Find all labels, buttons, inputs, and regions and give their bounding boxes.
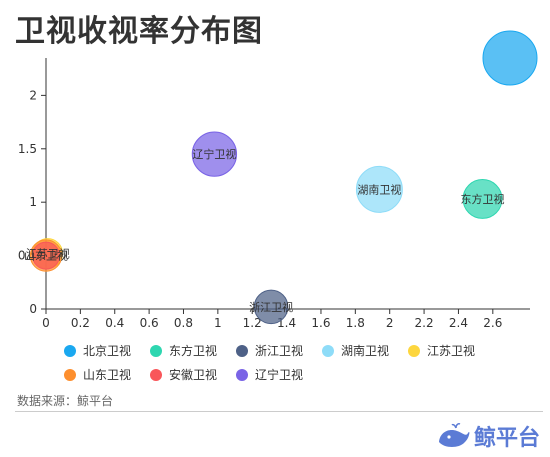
legend-dot xyxy=(150,368,162,381)
x-tick-label: 0.6 xyxy=(140,316,159,330)
x-tick-label: 2 xyxy=(386,316,394,330)
bubble-label: 东方卫视 xyxy=(461,192,505,206)
bubble-point xyxy=(482,30,538,86)
brand-name: 鲸平台 xyxy=(473,426,540,451)
x-tick-label: 1.8 xyxy=(346,316,365,330)
bubble-label: 辽宁卫视 xyxy=(192,147,236,161)
brand-logo: 鲸平台 xyxy=(437,420,540,452)
legend-label: 山东卫视 xyxy=(83,368,132,382)
chart-legend: 北京卫视 东方卫视 浙江卫视 湖南卫视 江苏卫视山东卫视 安徽卫视 辽宁卫视 xyxy=(64,342,504,383)
legend-dot xyxy=(150,344,162,357)
footer-divider xyxy=(15,411,543,412)
legend-item[interactable]: 东方卫视 xyxy=(150,342,236,359)
bubble-label: 江苏卫视 xyxy=(26,246,70,260)
x-tick-label: 1 xyxy=(214,316,222,330)
whale-icon xyxy=(438,423,470,447)
legend-item[interactable]: 辽宁卫视 xyxy=(236,366,322,383)
x-tick-label: 0.2 xyxy=(71,316,90,330)
y-tick-label: 1 xyxy=(29,195,37,209)
bubble-chart: 0 0.2 0.4 0.6 0.8 1 1.2 1.4 1.6 1.8 2 2.2 2.4 2.600.5… xyxy=(18,30,538,330)
legend-label: 东方卫视 xyxy=(169,344,218,358)
bubble-point xyxy=(32,241,60,270)
legend-label: 湖南卫视 xyxy=(341,344,390,358)
legend-label: 江苏卫视 xyxy=(427,344,476,358)
bubble-label: 湖南卫视 xyxy=(357,182,401,196)
legend-item[interactable]: 浙江卫视 xyxy=(236,342,322,359)
legend-label: 浙江卫视 xyxy=(255,344,304,358)
x-tick-label: 0.8 xyxy=(174,316,193,330)
x-tick-label: 2.4 xyxy=(449,316,468,330)
bubble-label: 山东卫视 xyxy=(24,249,68,263)
legend-label: 安徽卫视 xyxy=(169,368,218,382)
x-tick-label: 2.2 xyxy=(415,316,434,330)
legend-dot xyxy=(64,344,76,357)
x-tick-label: 2.6 xyxy=(483,316,502,330)
legend-item[interactable]: 北京卫视 xyxy=(64,342,150,359)
bubble-point xyxy=(253,289,289,325)
chart-title: 卫视收视率分布图 xyxy=(15,14,263,49)
legend-item[interactable]: 山东卫视 xyxy=(64,366,150,383)
y-tick-label: 2 xyxy=(29,88,37,102)
bubble-point xyxy=(462,179,503,219)
legend-dot xyxy=(322,344,334,357)
legend-dot xyxy=(236,344,248,357)
legend-label: 辽宁卫视 xyxy=(255,368,304,382)
bubble-point xyxy=(191,131,238,177)
y-tick-label: 0 xyxy=(29,302,37,316)
bubble-point xyxy=(355,165,403,213)
x-tick-label: 0 xyxy=(42,316,50,330)
legend-item[interactable]: 湖南卫视 xyxy=(322,342,408,359)
legend-label: 北京卫视 xyxy=(83,344,132,358)
legend-item[interactable]: 江苏卫视 xyxy=(408,342,494,359)
bubble-label: 浙江卫视 xyxy=(249,300,293,314)
legend-item[interactable]: 安徽卫视 xyxy=(150,366,236,383)
x-tick-label: 0.4 xyxy=(105,316,124,330)
legend-dot xyxy=(408,344,420,357)
legend-dot xyxy=(236,368,248,381)
legend-dot xyxy=(64,368,76,381)
x-tick-label: 1.2 xyxy=(243,316,262,330)
x-tick-label: 1.6 xyxy=(311,316,330,330)
data-source: 数据来源：鲸平台 xyxy=(17,394,114,408)
y-tick-label: 1.5 xyxy=(18,142,37,156)
